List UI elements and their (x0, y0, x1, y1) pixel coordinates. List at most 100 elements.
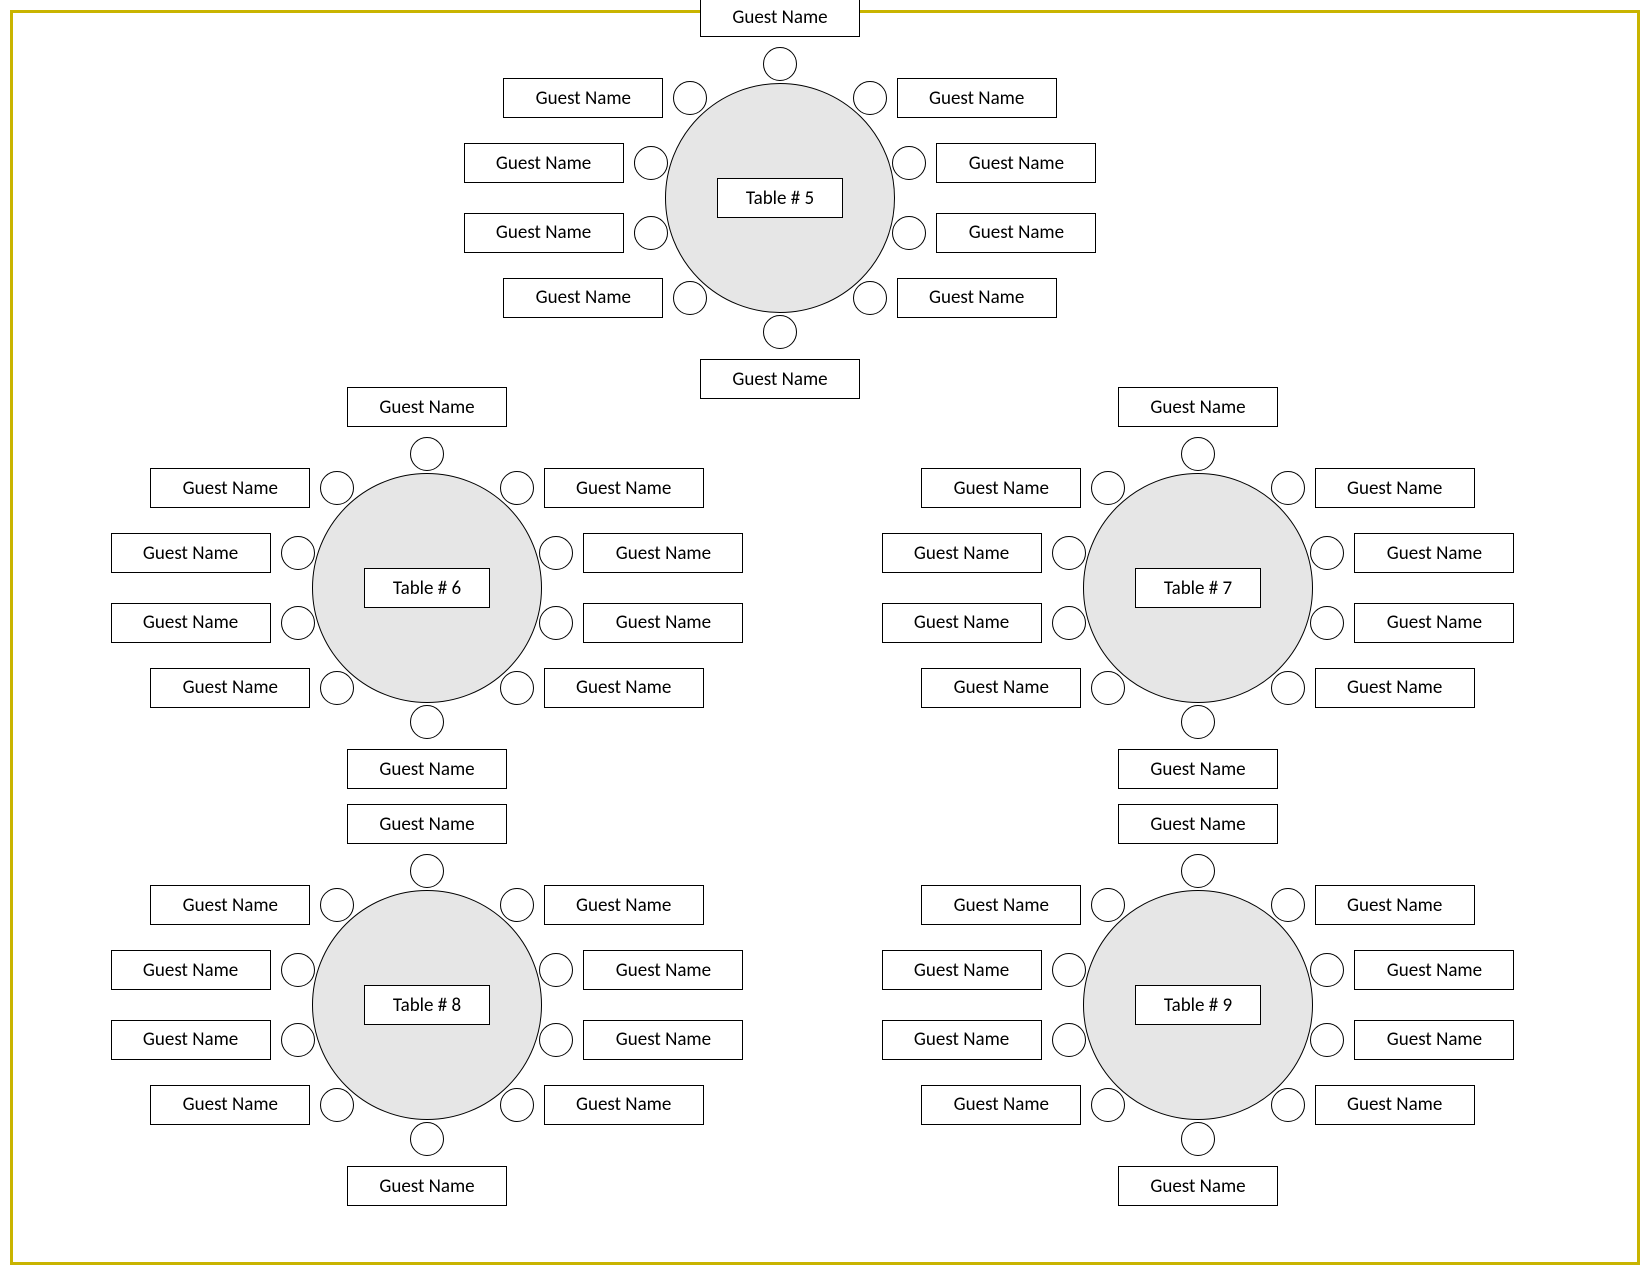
chair (1181, 854, 1215, 888)
guest-name-box: Guest Name (1315, 1085, 1475, 1125)
guest-name-box: Guest Name (544, 1085, 704, 1125)
guest-name-box: Guest Name (583, 950, 743, 990)
chair (1310, 606, 1344, 640)
guest-name-box: Guest Name (882, 1020, 1042, 1060)
guest-name-box: Guest Name (1354, 1020, 1514, 1060)
guest-name-box: Guest Name (464, 213, 624, 253)
guest-name-box: Guest Name (1118, 387, 1278, 427)
guest-name-box: Guest Name (1315, 885, 1475, 925)
chair (500, 471, 534, 505)
guest-name-box: Guest Name (150, 885, 310, 925)
guest-name-box: Guest Name (921, 668, 1081, 708)
chair (320, 1088, 354, 1122)
guest-name-box: Guest Name (1315, 668, 1475, 708)
guest-name-box: Guest Name (700, 0, 860, 37)
table-label-5: Table # 5 (717, 178, 843, 218)
guest-name-box: Guest Name (111, 533, 271, 573)
guest-name-box: Guest Name (347, 1166, 507, 1206)
chair (1052, 953, 1086, 987)
chair (320, 671, 354, 705)
table-label-8: Table # 8 (364, 985, 490, 1025)
table-label-7: Table # 7 (1135, 568, 1261, 608)
guest-name-box: Guest Name (1118, 804, 1278, 844)
guest-name-box: Guest Name (921, 885, 1081, 925)
chair (1181, 1122, 1215, 1156)
guest-name-box: Guest Name (111, 603, 271, 643)
chair (763, 47, 797, 81)
chair (1271, 671, 1305, 705)
chair (281, 953, 315, 987)
chair (410, 705, 444, 739)
chair (410, 1122, 444, 1156)
chair (634, 216, 668, 250)
chair (634, 146, 668, 180)
guest-name-box: Guest Name (583, 533, 743, 573)
table-circle-7: Table # 7 (1083, 473, 1313, 703)
guest-name-box: Guest Name (921, 1085, 1081, 1125)
guest-name-box: Guest Name (700, 359, 860, 399)
guest-name-box: Guest Name (882, 533, 1042, 573)
guest-name-box: Guest Name (150, 468, 310, 508)
chair (853, 81, 887, 115)
guest-name-box: Guest Name (544, 668, 704, 708)
guest-name-box: Guest Name (1118, 1166, 1278, 1206)
guest-name-box: Guest Name (347, 804, 507, 844)
table-label-9: Table # 9 (1135, 985, 1261, 1025)
guest-name-box: Guest Name (544, 468, 704, 508)
guest-name-box: Guest Name (503, 78, 663, 118)
chair (410, 854, 444, 888)
guest-name-box: Guest Name (111, 950, 271, 990)
chair (1181, 705, 1215, 739)
table-circle-6: Table # 6 (312, 473, 542, 703)
guest-name-box: Guest Name (1354, 533, 1514, 573)
guest-name-box: Guest Name (111, 1020, 271, 1060)
chair (1091, 671, 1125, 705)
table-circle-5: Table # 5 (665, 83, 895, 313)
chair (1181, 437, 1215, 471)
guest-name-box: Guest Name (583, 603, 743, 643)
guest-name-box: Guest Name (897, 278, 1057, 318)
chair (281, 536, 315, 570)
guest-name-box: Guest Name (544, 885, 704, 925)
guest-name-box: Guest Name (921, 468, 1081, 508)
guest-name-box: Guest Name (464, 143, 624, 183)
chair (853, 281, 887, 315)
chair (281, 606, 315, 640)
table-circle-9: Table # 9 (1083, 890, 1313, 1120)
guest-name-box: Guest Name (936, 143, 1096, 183)
guest-name-box: Guest Name (347, 387, 507, 427)
guest-name-box: Guest Name (1354, 950, 1514, 990)
chair (410, 437, 444, 471)
table-circle-8: Table # 8 (312, 890, 542, 1120)
chair (1310, 1023, 1344, 1057)
chair (673, 281, 707, 315)
guest-name-box: Guest Name (583, 1020, 743, 1060)
guest-name-box: Guest Name (1315, 468, 1475, 508)
guest-name-box: Guest Name (150, 668, 310, 708)
chair (1091, 1088, 1125, 1122)
guest-name-box: Guest Name (347, 749, 507, 789)
guest-name-box: Guest Name (882, 603, 1042, 643)
chair (1052, 606, 1086, 640)
chair (763, 315, 797, 349)
guest-name-box: Guest Name (503, 278, 663, 318)
chair (1271, 1088, 1305, 1122)
chair (1052, 536, 1086, 570)
chair (500, 671, 534, 705)
guest-name-box: Guest Name (936, 213, 1096, 253)
chair (892, 216, 926, 250)
chair (500, 1088, 534, 1122)
chair (1271, 888, 1305, 922)
chair (539, 606, 573, 640)
guest-name-box: Guest Name (897, 78, 1057, 118)
guest-name-box: Guest Name (1118, 749, 1278, 789)
guest-name-box: Guest Name (1354, 603, 1514, 643)
table-label-6: Table # 6 (364, 568, 490, 608)
guest-name-box: Guest Name (882, 950, 1042, 990)
guest-name-box: Guest Name (150, 1085, 310, 1125)
seating-chart-canvas: Table # 5 Guest Name Guest Name Guest Name G… (0, 0, 1650, 1275)
chair (1271, 471, 1305, 505)
chair (1052, 1023, 1086, 1057)
chair (539, 1023, 573, 1057)
chair (281, 1023, 315, 1057)
